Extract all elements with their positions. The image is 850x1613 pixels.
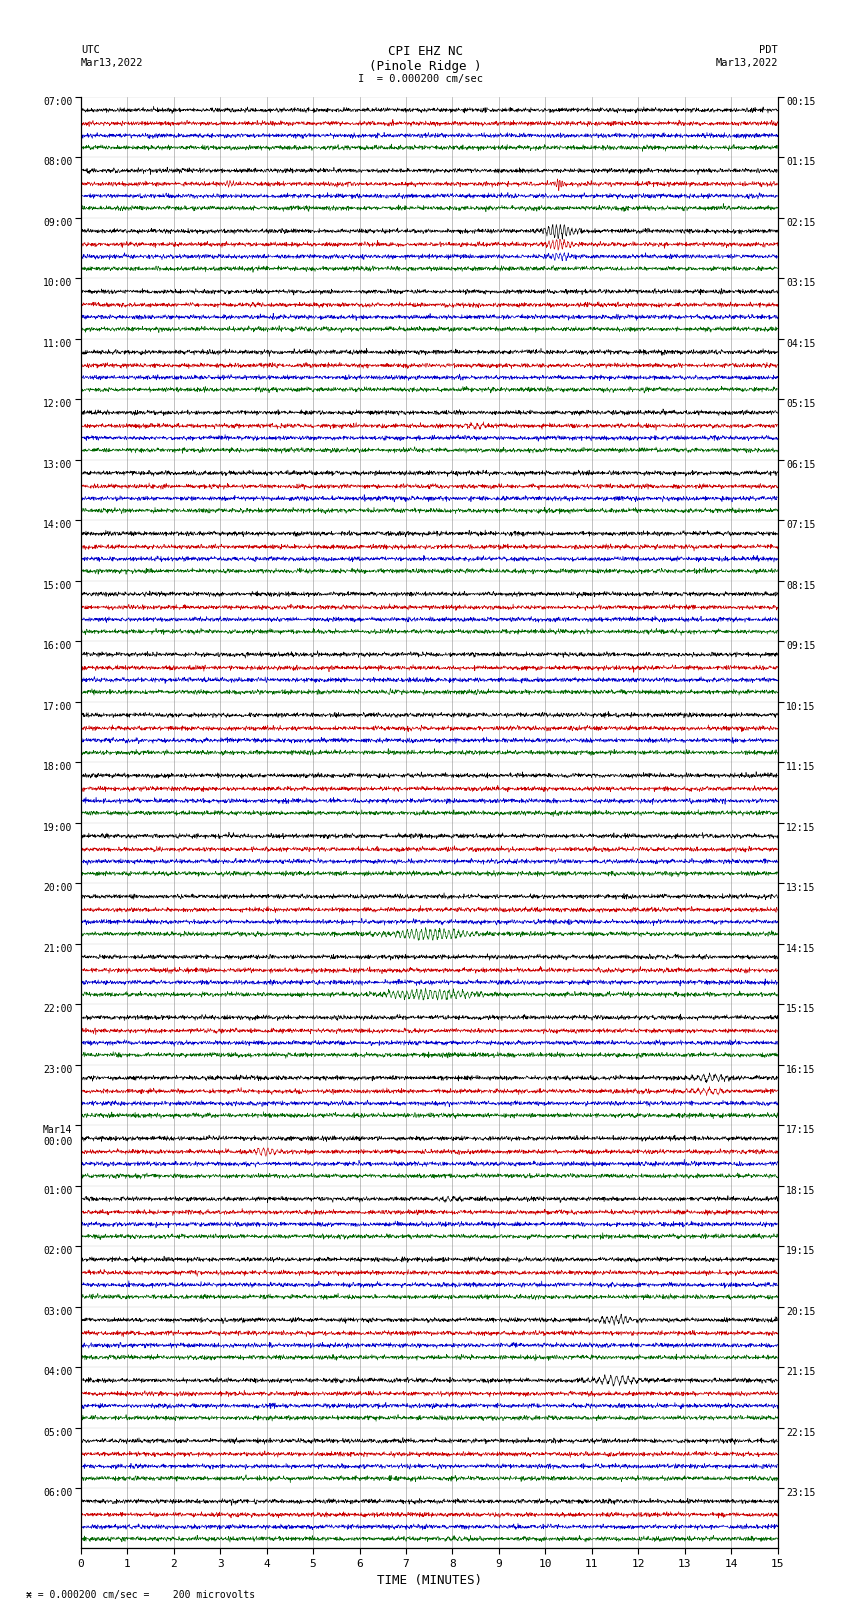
Text: Mar13,2022: Mar13,2022 <box>81 58 144 68</box>
X-axis label: TIME (MINUTES): TIME (MINUTES) <box>377 1574 482 1587</box>
Text: CPI EHZ NC: CPI EHZ NC <box>388 45 462 58</box>
Text: (Pinole Ridge ): (Pinole Ridge ) <box>369 60 481 73</box>
Text: UTC: UTC <box>81 45 99 55</box>
Text: Mar13,2022: Mar13,2022 <box>715 58 778 68</box>
Text: = = 0.000200 cm/sec =    200 microvolts: = = 0.000200 cm/sec = 200 microvolts <box>26 1590 255 1600</box>
Text: I  = 0.000200 cm/sec: I = 0.000200 cm/sec <box>358 74 484 84</box>
Text: x: x <box>26 1590 31 1600</box>
Text: PDT: PDT <box>759 45 778 55</box>
